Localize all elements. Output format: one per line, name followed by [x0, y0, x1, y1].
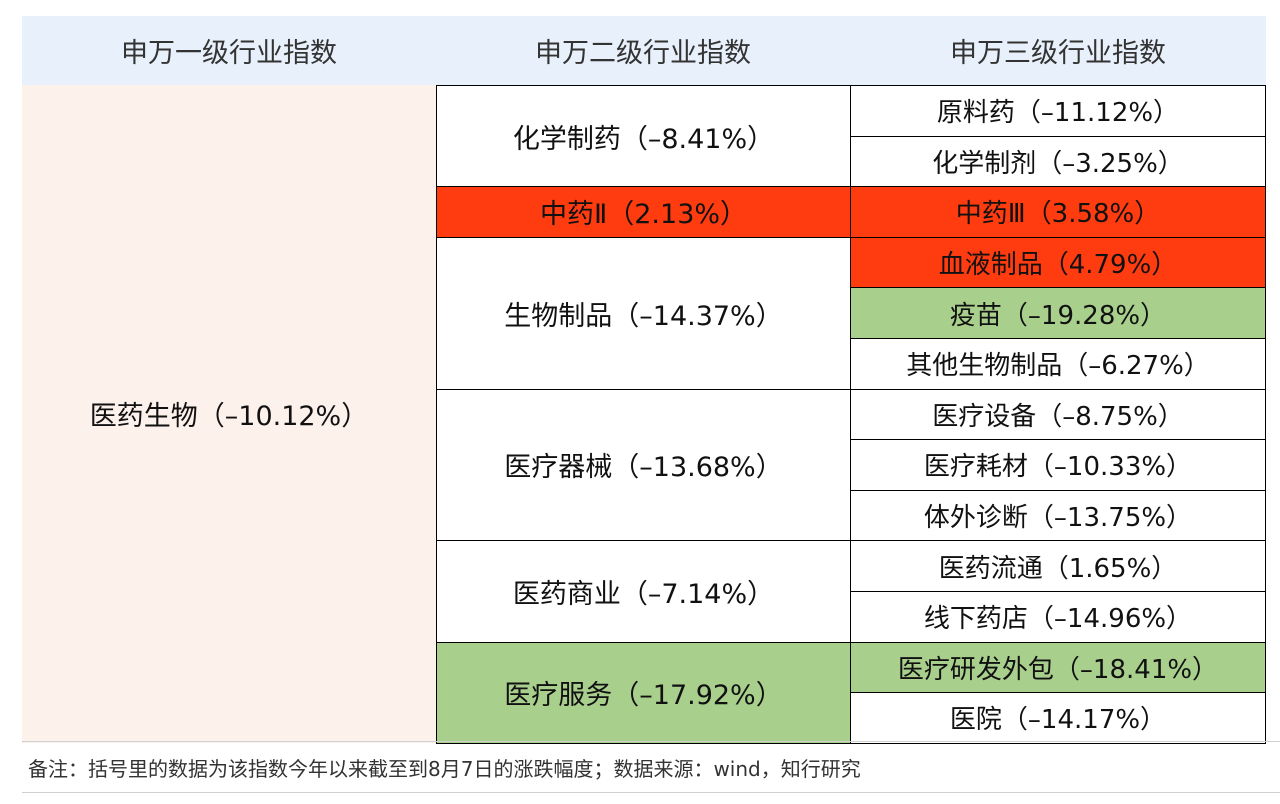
level3-cell: 体外诊断（–13.75%）	[850, 489, 1266, 542]
industry-index-table: 申万一级行业指数 申万二级行业指数 申万三级行业指数 医药生物（–10.12%）…	[22, 16, 1266, 744]
level3-cell: 原料药（–11.12%）	[850, 85, 1266, 137]
level1-cell: 医药生物（–10.12%）	[22, 85, 436, 743]
header-level2: 申万二级行业指数	[436, 16, 850, 85]
level3-cell: 线下药店（–14.96%）	[850, 591, 1266, 643]
level3-cell: 医疗耗材（–10.33%）	[850, 439, 1266, 491]
level3-cell: 疫苗（–19.28%）	[850, 287, 1266, 339]
level2-cell: 医疗服务（–17.92%）	[436, 641, 851, 744]
header-level1: 申万一级行业指数	[22, 16, 436, 85]
level3-cell: 医药流通（1.65%）	[850, 540, 1266, 592]
level3-cell: 医疗设备（–8.75%）	[850, 388, 1266, 441]
footnote: 备注：括号里的数据为该指数今年以来截至到8月7日的涨跌幅度；数据来源：wind，…	[22, 741, 1280, 793]
level3-cell: 医院（–14.17%）	[850, 692, 1266, 744]
level2-cell: 医疗器械（–13.68%）	[436, 388, 851, 542]
level2-cell: 化学制药（–8.41%）	[436, 85, 851, 188]
level3-cell: 化学制剂（–3.25%）	[850, 135, 1266, 188]
level3-cell: 医疗研发外包（–18.41%）	[850, 641, 1266, 694]
header-level3: 申万三级行业指数	[850, 16, 1266, 85]
level3-cell: 中药Ⅲ（3.58%）	[850, 186, 1266, 238]
level3-cell: 血液制品（4.79%）	[850, 236, 1266, 289]
level2-cell: 中药Ⅱ（2.13%）	[436, 186, 851, 238]
level2-cell: 生物制品（–14.37%）	[436, 236, 851, 390]
level2-cell: 医药商业（–7.14%）	[436, 540, 851, 643]
level3-cell: 其他生物制品（–6.27%）	[850, 338, 1266, 390]
